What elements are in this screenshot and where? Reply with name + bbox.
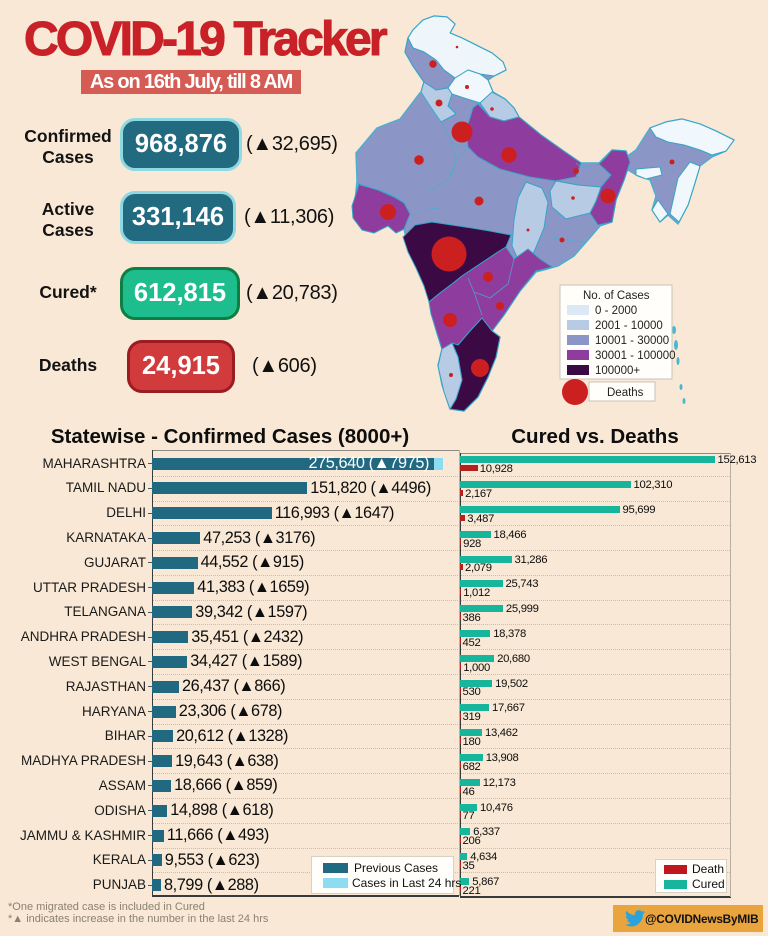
svg-text:10001 - 30000: 10001 - 30000	[595, 335, 669, 347]
svg-text:No. of Cases: No. of Cases	[583, 290, 650, 302]
svg-text:2001 - 10000: 2001 - 10000	[595, 320, 663, 332]
svg-text:Deaths: Deaths	[607, 387, 644, 399]
svg-text:100000+: 100000+	[595, 365, 640, 377]
svg-text:30001 - 100000: 30001 - 100000	[595, 350, 676, 362]
svg-text:0 - 2000: 0 - 2000	[595, 305, 637, 317]
